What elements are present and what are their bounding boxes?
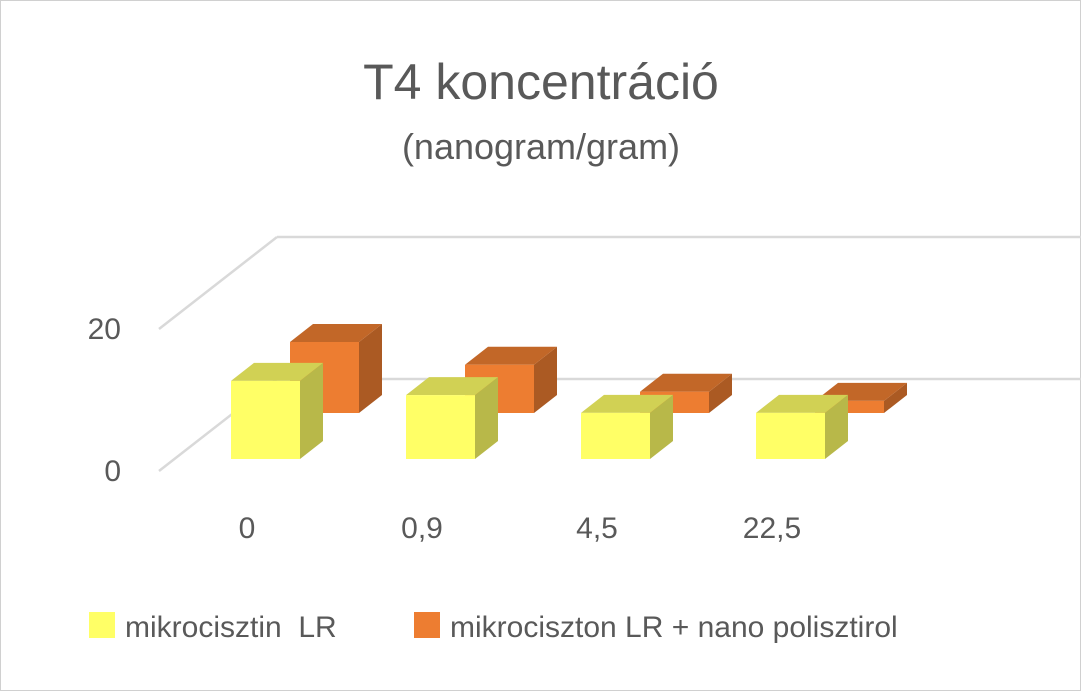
bar-top (406, 377, 498, 396)
bar-side (650, 394, 673, 459)
bar-top (231, 362, 323, 381)
bar-side (884, 382, 907, 413)
chart-title: T4 koncentráció (363, 54, 719, 110)
bar-front (581, 412, 650, 459)
bar-side (300, 362, 323, 459)
bar-side (709, 373, 732, 413)
bar-top (290, 324, 382, 342)
x-tick-label: 22,5 (743, 512, 801, 545)
bar (406, 377, 498, 459)
y-tick-label: 0 (104, 455, 121, 488)
bar-front (406, 395, 475, 459)
y-axis: 0 20 (88, 313, 121, 488)
bar-top (465, 346, 557, 365)
bar (290, 324, 382, 413)
legend-label-series-2: mikrociszton LR + nano polisztirol (450, 611, 898, 644)
bars (231, 324, 907, 459)
bar-top (640, 373, 732, 392)
bar (465, 346, 557, 413)
gridline-depth (158, 236, 278, 330)
bar-side (359, 324, 382, 413)
bar (581, 394, 673, 459)
bar-front (231, 380, 300, 459)
bar-side (825, 394, 848, 459)
bar-front (756, 412, 825, 459)
x-tick-label: 0 (239, 512, 256, 545)
bar-side (534, 346, 557, 413)
bar (756, 394, 848, 459)
legend-swatch-series-1 (89, 612, 115, 638)
legend-swatch-series-2 (414, 612, 440, 638)
x-tick-label: 0,9 (401, 512, 443, 545)
x-tick-label: 4,5 (576, 512, 618, 545)
bar-top (581, 394, 673, 413)
bar-side (475, 377, 498, 459)
chart-subtitle: (nanogram/gram) (402, 126, 680, 167)
y-tick-label: 20 (88, 313, 121, 346)
bar-top (756, 394, 848, 413)
x-axis: 0 0,9 4,5 22,5 (239, 512, 802, 545)
legend-label-series-1: mikrocisztin LR (125, 611, 337, 644)
legend: mikrocisztin LR mikrociszton LR + nano p… (89, 611, 898, 644)
bar (231, 362, 323, 459)
